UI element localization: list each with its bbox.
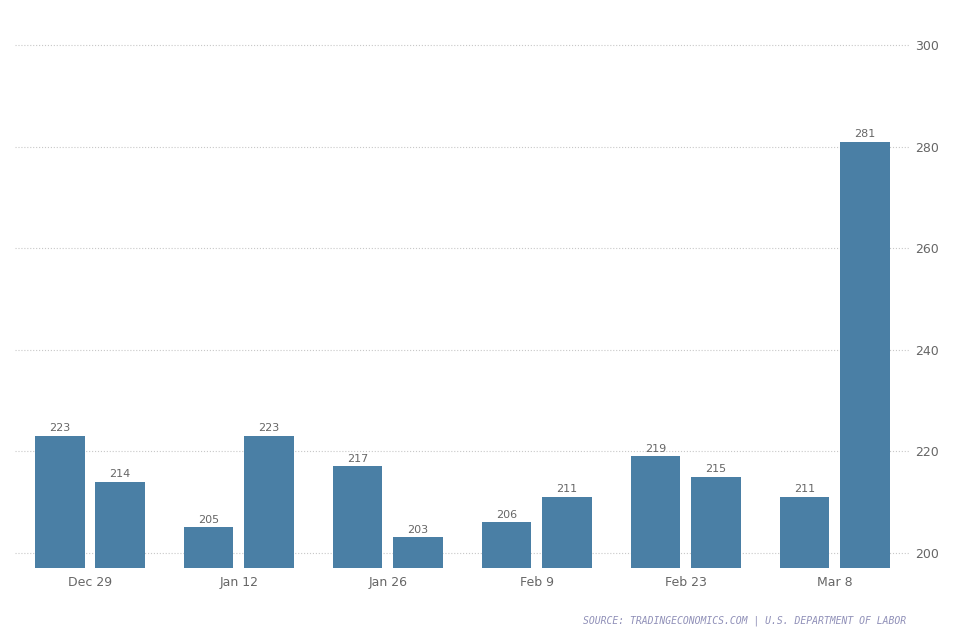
- Text: 219: 219: [644, 444, 665, 453]
- Bar: [481, 522, 531, 636]
- Bar: [95, 481, 145, 636]
- Bar: [333, 466, 382, 636]
- Bar: [244, 436, 294, 636]
- Text: 203: 203: [407, 525, 428, 535]
- Text: 223: 223: [49, 424, 71, 434]
- Bar: [779, 497, 828, 636]
- Text: 223: 223: [258, 424, 279, 434]
- Text: 205: 205: [198, 515, 219, 525]
- Bar: [630, 456, 679, 636]
- Text: 214: 214: [110, 469, 131, 479]
- Text: 211: 211: [556, 485, 577, 494]
- Text: 281: 281: [853, 129, 875, 139]
- Text: 211: 211: [793, 485, 814, 494]
- Text: 217: 217: [347, 454, 368, 464]
- Bar: [184, 527, 233, 636]
- Bar: [840, 142, 889, 636]
- Bar: [35, 436, 85, 636]
- Text: 206: 206: [496, 509, 517, 520]
- Text: SOURCE: TRADINGECONOMICS.COM | U.S. DEPARTMENT OF LABOR: SOURCE: TRADINGECONOMICS.COM | U.S. DEPA…: [582, 616, 905, 626]
- Bar: [541, 497, 591, 636]
- Text: 215: 215: [704, 464, 725, 474]
- Bar: [393, 537, 442, 636]
- Bar: [690, 476, 740, 636]
